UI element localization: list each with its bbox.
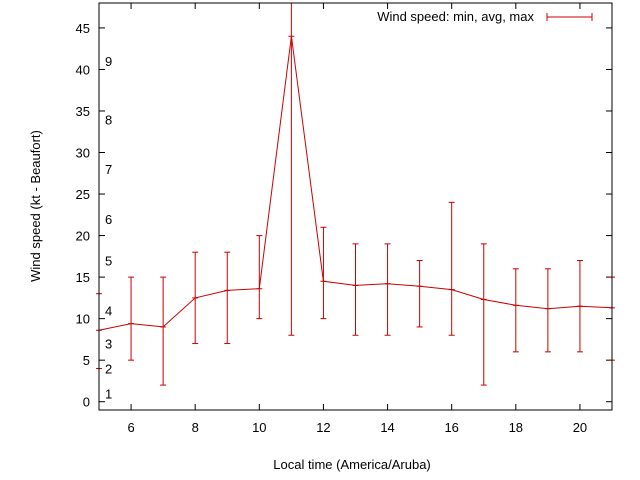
error-bar xyxy=(544,268,551,353)
error-bar xyxy=(128,276,135,361)
error-bar xyxy=(480,243,487,386)
x-tick-label: 18 xyxy=(509,420,523,435)
y-tick-label: 25 xyxy=(76,187,90,202)
y-tick-label: 0 xyxy=(83,395,90,410)
error-bar xyxy=(384,243,391,336)
error-bar xyxy=(320,226,327,320)
x-tick-label: 10 xyxy=(252,420,266,435)
error-bar xyxy=(448,201,455,336)
error-bar xyxy=(512,268,519,353)
error-bar xyxy=(416,259,423,328)
y-tick-label: 40 xyxy=(76,62,90,77)
y-tick-label: 45 xyxy=(76,21,90,36)
y-tick-label: 35 xyxy=(76,104,90,119)
x-tick-label: 16 xyxy=(444,420,458,435)
x-axis-label: Local time (America/Aruba) xyxy=(273,457,431,472)
legend-label: Wind speed: min, avg, max xyxy=(377,9,534,24)
x-tick-label: 6 xyxy=(127,420,134,435)
beaufort-scale: 1 2 3 4 5 6 7 8 9 xyxy=(105,54,112,401)
beaufort-label: 8 xyxy=(105,112,112,127)
legend: Wind speed: min, avg, max xyxy=(377,9,593,24)
error-bar xyxy=(352,243,359,336)
error-bar xyxy=(288,2,295,336)
error-bar xyxy=(160,276,167,386)
y-tick-label: 10 xyxy=(76,312,90,327)
beaufort-label: 7 xyxy=(105,162,112,177)
y-tick-label: 30 xyxy=(76,146,90,161)
y-tick-label: 15 xyxy=(76,270,90,285)
beaufort-label: 3 xyxy=(105,337,112,352)
error-bar xyxy=(576,259,583,353)
x-tick-label: 12 xyxy=(316,420,330,435)
beaufort-label: 6 xyxy=(105,212,112,227)
beaufort-label: 2 xyxy=(105,361,112,376)
x-tick-label: 8 xyxy=(192,420,199,435)
beaufort-label: 1 xyxy=(105,386,112,401)
x-tick-label: 20 xyxy=(573,420,587,435)
error-bar xyxy=(256,235,263,320)
x-tick-label: 14 xyxy=(380,420,394,435)
error-bar xyxy=(224,251,231,345)
beaufort-label: 5 xyxy=(105,253,112,268)
beaufort-label: 4 xyxy=(105,303,112,318)
y-tick-label: 5 xyxy=(83,353,90,368)
series-layer xyxy=(96,2,615,386)
error-bar xyxy=(192,251,199,345)
plot-frame xyxy=(98,2,613,411)
beaufort-label: 9 xyxy=(105,54,112,69)
y-axis-label: Wind speed (kt - Beaufort) xyxy=(28,130,43,282)
y-tick-label: 20 xyxy=(76,229,90,244)
